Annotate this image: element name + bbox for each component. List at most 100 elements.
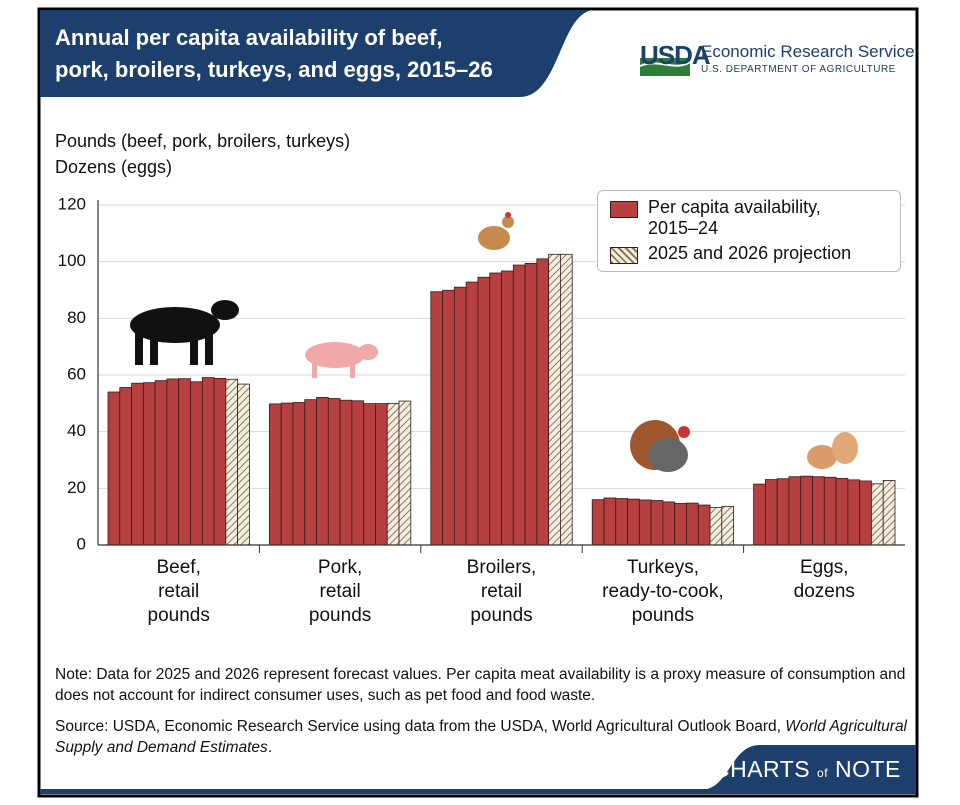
logo-usda: USDA xyxy=(640,40,711,70)
broiler-icon xyxy=(478,212,514,250)
x-tick-label: pounds xyxy=(148,605,210,626)
bar xyxy=(662,501,676,546)
agency-name: Economic Research Service xyxy=(701,42,915,61)
y-label-line: Pounds (beef, pork, broilers, turkeys) xyxy=(55,131,351,151)
bar xyxy=(603,497,617,546)
y-tick-label: 100 xyxy=(58,251,86,270)
department-name: U.S. DEPARTMENT OF AGRICULTURE xyxy=(701,64,896,75)
bar xyxy=(154,380,168,546)
x-tick-label: pounds xyxy=(632,605,694,626)
bar xyxy=(591,499,605,546)
footer-band xyxy=(700,745,916,790)
bar xyxy=(536,258,550,546)
x-tick-label: retail xyxy=(320,581,361,602)
bar xyxy=(477,276,491,546)
x-tick-label: Broilers, xyxy=(467,557,537,578)
bar xyxy=(638,499,652,546)
bar xyxy=(650,500,664,546)
bar xyxy=(615,498,628,546)
bar xyxy=(363,403,376,546)
bar xyxy=(316,396,329,546)
legend-label: 2025 and 2026 projection xyxy=(648,243,852,263)
x-tick-label: pounds xyxy=(309,605,371,626)
source-text: Source: USDA, Economic Research Service … xyxy=(55,718,781,735)
bar xyxy=(560,253,573,546)
bar xyxy=(375,403,388,546)
x-tick-label: retail xyxy=(481,581,522,602)
bar xyxy=(465,281,479,546)
bar xyxy=(709,507,723,546)
bar xyxy=(351,400,365,546)
bar xyxy=(280,402,294,546)
bar xyxy=(788,476,802,546)
usda-logo-swoosh xyxy=(639,61,691,67)
x-tick-label: pounds xyxy=(470,605,532,626)
y-tick-label: 80 xyxy=(67,308,86,327)
frame xyxy=(37,7,919,798)
note: Note: Data for 2025 and 2026 represent f… xyxy=(55,666,906,704)
y-tick-label: 0 xyxy=(77,534,86,553)
legend-swatch xyxy=(610,201,638,218)
brand-word: CHARTS xyxy=(713,756,811,782)
y-tick-label: 40 xyxy=(67,421,86,440)
bar xyxy=(697,504,711,546)
bar xyxy=(292,402,306,546)
bar xyxy=(453,286,467,546)
bar xyxy=(882,479,896,546)
bar xyxy=(339,399,353,546)
x-tick-label: Eggs, xyxy=(800,557,849,578)
bar xyxy=(627,498,640,546)
bar xyxy=(489,272,502,546)
bar xyxy=(835,478,849,546)
y-tick-label: 20 xyxy=(67,478,86,497)
bar xyxy=(442,289,455,546)
turkey-icon xyxy=(630,420,690,472)
x-tick-label: Turkeys, xyxy=(627,557,699,578)
bar xyxy=(107,391,121,546)
bar xyxy=(327,398,341,546)
bar xyxy=(119,387,132,546)
source: Source: USDA, Economic Research Service … xyxy=(55,716,915,758)
bar xyxy=(823,476,837,546)
bar xyxy=(237,383,250,546)
bar xyxy=(386,402,400,546)
bar xyxy=(213,377,227,546)
bar xyxy=(686,502,699,546)
beef-icon xyxy=(130,300,239,365)
bar xyxy=(142,382,156,546)
legend-label: Per capita availability, 2015–24 xyxy=(648,197,821,238)
bar xyxy=(512,264,526,546)
x-tick-label: dozens xyxy=(794,581,855,602)
y-tick-label: 120 xyxy=(58,194,86,213)
y-axis-label: Pounds (beef, pork, broilers, turkeys) Do… xyxy=(55,128,350,180)
header-band xyxy=(40,10,595,97)
charts-of-note: CHARTS of NOTE xyxy=(713,756,901,783)
bar xyxy=(859,480,872,546)
bar xyxy=(764,479,778,546)
bar xyxy=(201,377,215,546)
bar xyxy=(721,506,734,546)
bar xyxy=(847,479,861,546)
bar xyxy=(524,262,538,546)
source-text: . xyxy=(267,739,273,756)
bar xyxy=(166,378,180,546)
bar xyxy=(398,400,412,546)
bar xyxy=(304,399,317,546)
bar xyxy=(871,483,884,546)
bar xyxy=(674,502,687,546)
bar xyxy=(753,483,766,546)
x-tick-label: retail xyxy=(158,581,199,602)
title-line: Annual per capita availability of beef, xyxy=(55,25,443,50)
y-label-line: Dozens (eggs) xyxy=(55,157,173,177)
brand-word: NOTE xyxy=(834,756,901,782)
bar xyxy=(548,253,561,546)
bar xyxy=(501,270,514,546)
x-tick-label: ready-to-cook, xyxy=(602,581,723,602)
legend-item: Per capita availability, 2015–24 xyxy=(610,197,890,239)
legend-item: 2025 and 2026 projection xyxy=(610,243,890,264)
pork-icon xyxy=(305,342,378,378)
source-italic: World Agricultural Supply and Demand Est… xyxy=(55,718,908,756)
bar xyxy=(430,291,443,546)
